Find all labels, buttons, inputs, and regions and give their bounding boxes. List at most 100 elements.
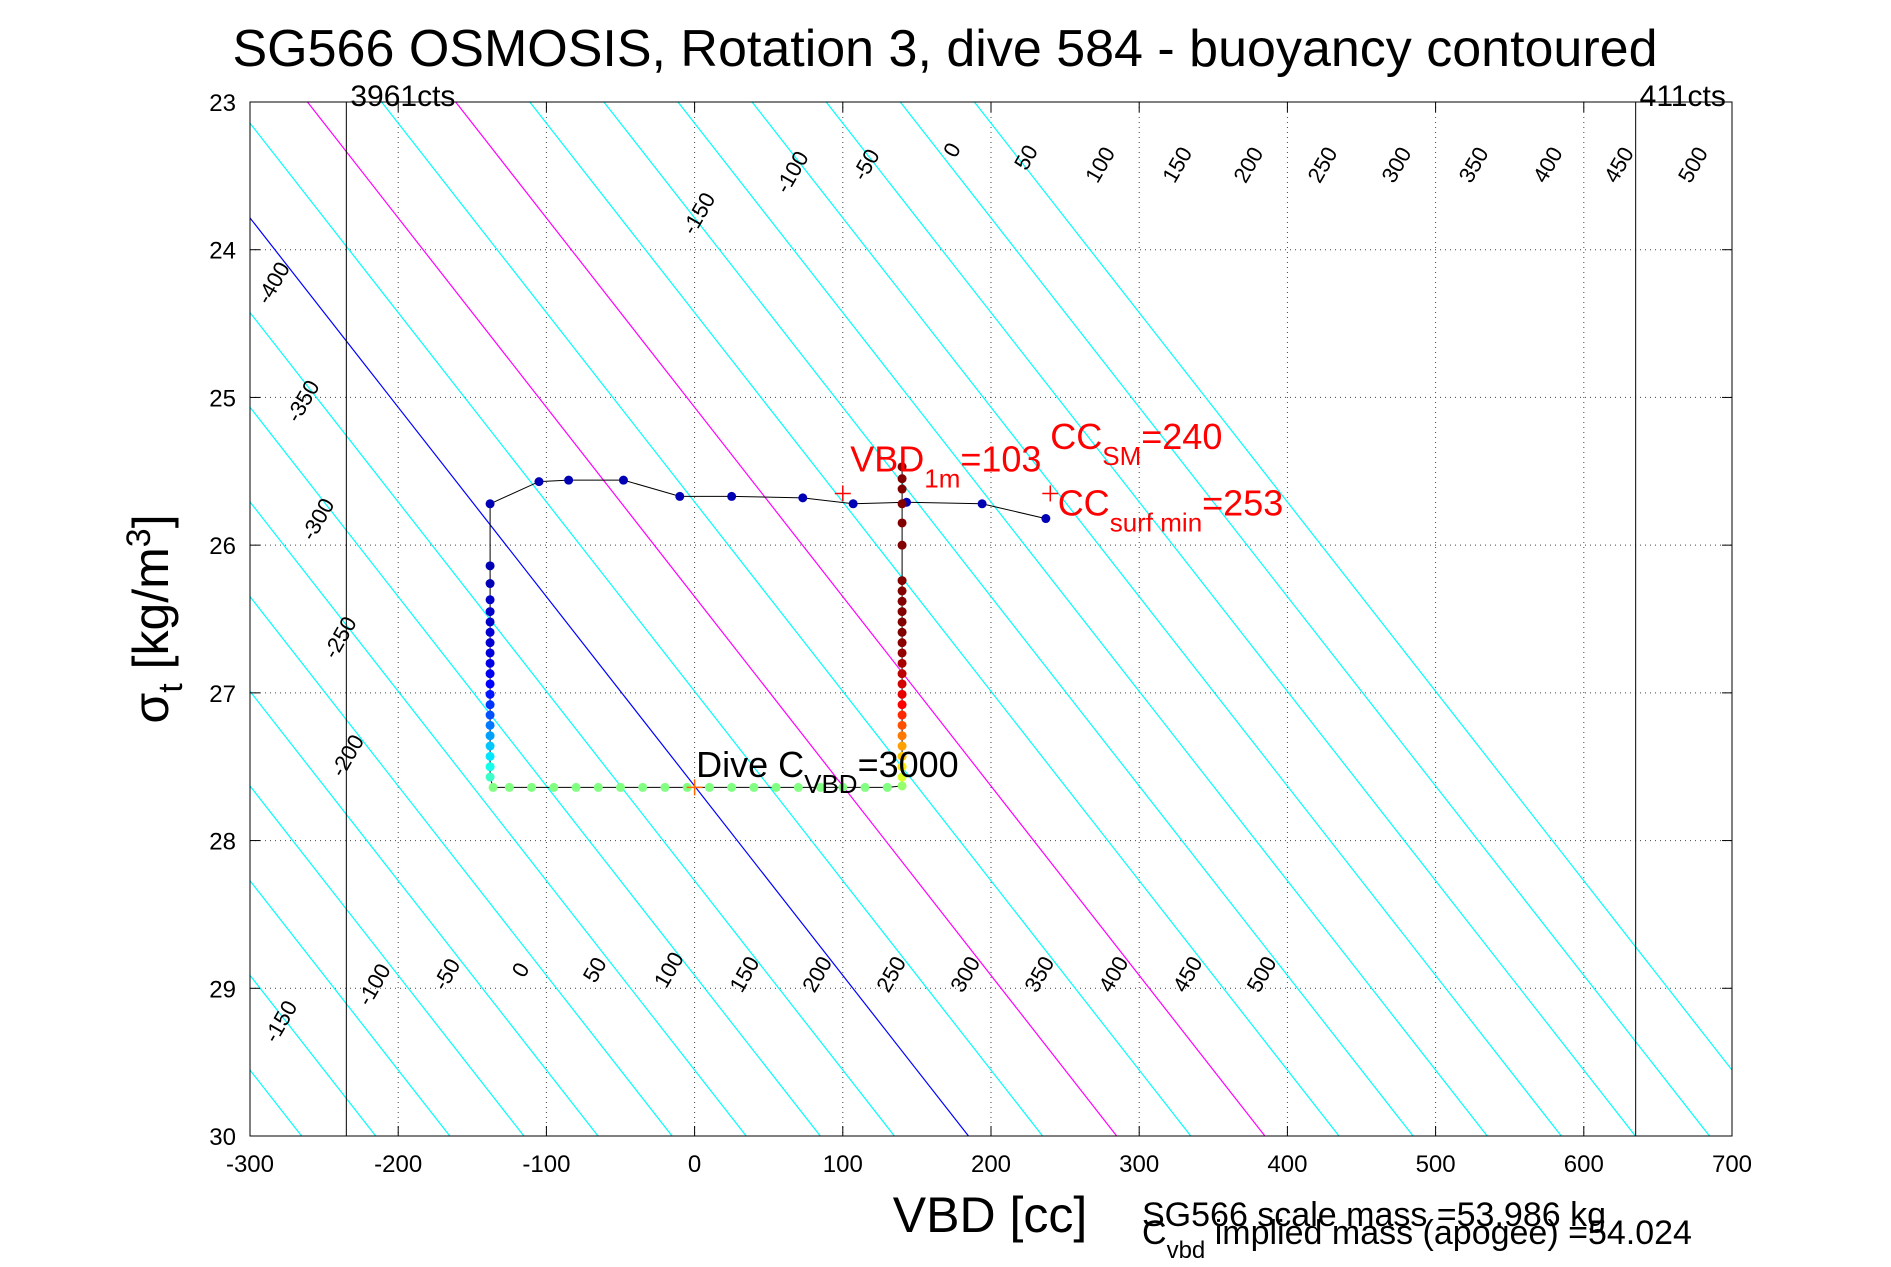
data-point (593, 782, 603, 792)
data-point (534, 477, 544, 487)
data-point (527, 782, 537, 792)
data-point (897, 772, 907, 782)
x-tick-label: 500 (1416, 1151, 1456, 1178)
contour-line (529, 102, 1340, 1136)
data-point (485, 679, 495, 689)
annotation-label: CCsurf min=253 (1058, 483, 1284, 538)
data-point (897, 617, 907, 627)
data-point (897, 700, 907, 710)
y-tick-label: 28 (209, 829, 236, 856)
data-point (485, 710, 495, 720)
data-point (485, 638, 495, 648)
data-point (897, 627, 907, 637)
vbd-limit-label: 411cts (1640, 80, 1726, 113)
data-point (771, 782, 781, 792)
plot-area (250, 102, 1732, 1136)
buoyancy-contours (250, 102, 1732, 1136)
data-point (485, 648, 495, 658)
data-point (618, 475, 628, 485)
data-point (727, 491, 737, 501)
contour-line (973, 102, 1732, 1072)
data-point (897, 731, 907, 741)
vbd-limit-lines: 3961cts 411cts (345, 80, 1726, 1136)
reference-markers (686, 485, 1059, 796)
y-tick-label: 23 (209, 90, 236, 117)
x-tick-label: -200 (374, 1151, 422, 1178)
contour-line (250, 216, 969, 1136)
contour-line (751, 102, 1562, 1136)
data-point (816, 782, 826, 792)
data-point (897, 586, 907, 596)
x-tick-label: 600 (1564, 1151, 1604, 1178)
data-point (485, 658, 495, 668)
data-point (571, 782, 581, 792)
dive-series (485, 462, 1051, 792)
data-point (727, 782, 737, 792)
data-point (488, 782, 498, 792)
data-point (660, 782, 670, 792)
annotation-label: VBD1m=103 (850, 438, 1041, 493)
y-axis-label-sup: 3 (120, 528, 158, 547)
data-point (1041, 514, 1051, 524)
data-point (897, 638, 907, 648)
data-point (485, 595, 495, 605)
data-point (675, 491, 685, 501)
contour-line (250, 690, 599, 1136)
contour-line (455, 102, 1266, 1136)
y-axis-label: σt [kg/m3] (120, 514, 190, 723)
data-point (897, 710, 907, 720)
data-point (897, 741, 907, 751)
data-point (897, 679, 907, 689)
data-point (897, 474, 907, 484)
data-point (485, 741, 495, 751)
contour-line (603, 102, 1414, 1136)
data-point (897, 781, 907, 791)
data-point (485, 751, 495, 761)
x-tick-label: -100 (522, 1151, 570, 1178)
axis-ticks: -300 -200 -100 0 100 200 300 400 500 600 700 23 24 25… (209, 90, 1752, 1178)
x-tick-label: 400 (1267, 1151, 1307, 1178)
data-point (897, 669, 907, 679)
data-point (485, 607, 495, 617)
y-axis-label-sub: t (152, 683, 190, 693)
contour-line (677, 102, 1488, 1136)
data-point (616, 782, 625, 792)
data-point (485, 772, 495, 782)
data-point (798, 493, 808, 503)
data-point (704, 782, 714, 792)
x-tick-label: 100 (823, 1151, 863, 1178)
vbd-limit-label: 3961cts (350, 80, 455, 113)
contour-line (250, 122, 1044, 1136)
data-point (882, 782, 892, 792)
contour-line (307, 102, 1118, 1136)
data-point (897, 484, 907, 494)
data-point (485, 762, 495, 772)
data-point (793, 782, 803, 792)
contour-line (250, 500, 747, 1136)
y-axis-label-end: ] (123, 514, 179, 528)
data-point (897, 658, 907, 668)
data-point (485, 731, 495, 741)
contour-line (250, 879, 451, 1136)
y-axis-label-main: σ (123, 693, 179, 724)
data-point (897, 540, 907, 550)
data-point (485, 499, 495, 509)
data-point (897, 689, 907, 699)
data-point (897, 596, 907, 606)
y-tick-label: 25 (209, 385, 236, 412)
data-point (485, 720, 495, 730)
data-point (897, 462, 907, 472)
data-point (897, 499, 907, 509)
contour-line (825, 102, 1636, 1136)
contour-line (250, 785, 525, 1136)
svg-text:σt [kg/m3]: σt [kg/m3] (120, 514, 190, 723)
scale-mass-text: SG566 scale mass =53.986 kg (1142, 1196, 1606, 1234)
contour-line (381, 102, 1192, 1136)
data-point (848, 499, 858, 509)
annotation-label: CCSM=240 (1050, 416, 1222, 471)
y-axis-label-unit: [kg/m (123, 547, 179, 669)
data-point (897, 576, 907, 586)
annotation-label: Dive CVBD=3000 (696, 744, 959, 799)
